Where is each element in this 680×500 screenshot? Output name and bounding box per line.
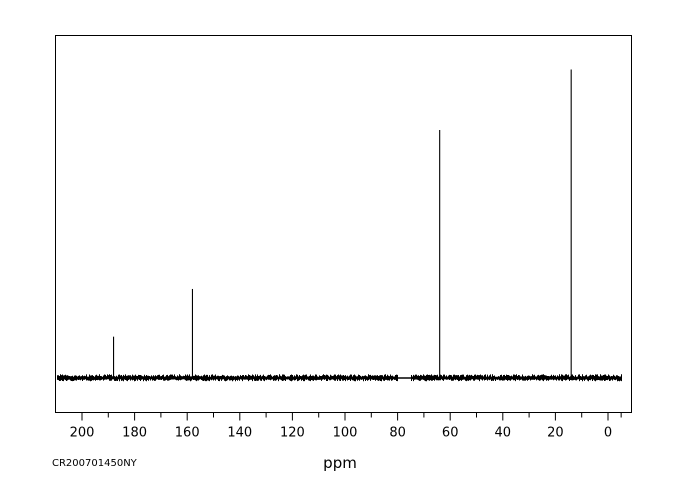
axis-tick-label: 20 xyxy=(547,426,564,441)
plot-frame xyxy=(55,35,632,413)
axis-tick-label: 40 xyxy=(495,426,512,441)
peak-trace-group xyxy=(113,69,572,379)
baseline-noise-group xyxy=(57,374,622,382)
axis-tick-label: 160 xyxy=(175,426,200,441)
axis-tick-label: 100 xyxy=(333,426,358,441)
axis-tick-group xyxy=(81,412,622,421)
spectrum-id-label: CR200701450NY xyxy=(52,458,138,469)
axis-tick-label: 120 xyxy=(280,426,305,441)
axis-tick-label: 140 xyxy=(227,426,252,441)
axis-tick-label: 80 xyxy=(389,426,406,441)
axis-tick-label-group: 200 180 160 140 120 100 80 60 40 20 0 xyxy=(70,426,613,441)
x-axis-title: ppm xyxy=(323,454,357,472)
axis-tick-label: 60 xyxy=(442,426,459,441)
axis-tick-label: 200 xyxy=(70,426,95,441)
axis-tick-label: 180 xyxy=(122,426,147,441)
axis-tick-label: 0 xyxy=(604,426,612,441)
